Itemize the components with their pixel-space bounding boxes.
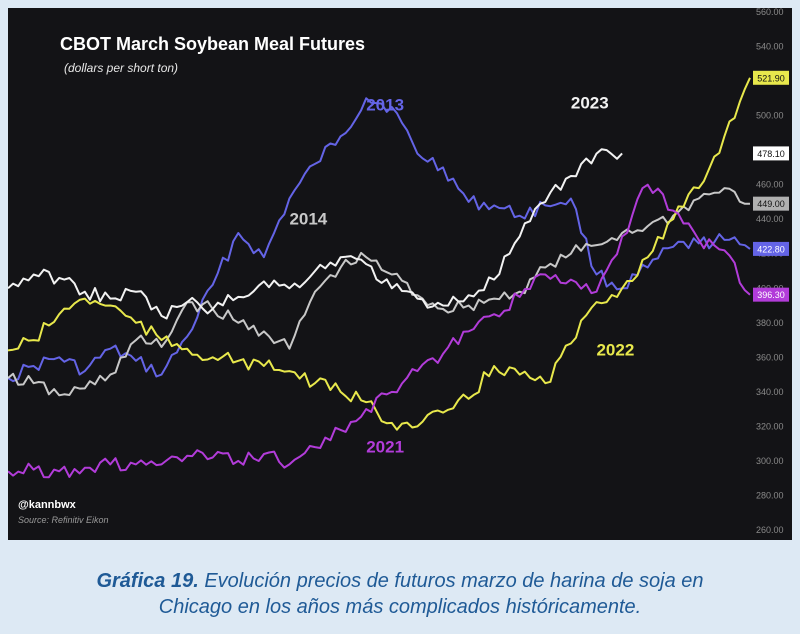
soybean-meal-chart: 260.00 280.00 300.00 320.00 340.00 360.00 380.… [8, 8, 789, 535]
end-label-2022: 521.90 [757, 73, 785, 83]
end-label-2023: 478.10 [757, 149, 785, 159]
end-label-2013: 422.80 [757, 244, 785, 254]
y-tick-label: 320.00 [756, 421, 784, 431]
caption-line-1: Gráfica 19. Evolución precios de futuros… [0, 568, 800, 594]
caption-text-1: Evolución precios de futuros marzo de ha… [204, 570, 704, 592]
end-label-2021: 396.30 [757, 290, 785, 300]
end-label-2014: 449.00 [757, 199, 785, 209]
y-tick-label: 360.00 [756, 352, 784, 362]
y-tick-label: 300.00 [756, 456, 784, 466]
series-label-2014: 2014 [289, 209, 327, 228]
chart-title: CBOT March Soybean Meal Futures [60, 34, 365, 54]
y-tick-label: 460.00 [756, 180, 784, 190]
series-line-2021 [8, 183, 751, 479]
series-label-2021: 2021 [366, 437, 404, 456]
y-tick-label: 260.00 [756, 525, 784, 535]
end-label-box-2014 [753, 196, 789, 211]
end-label-box-2013 [753, 241, 789, 256]
y-tick-label: 380.00 [756, 318, 784, 328]
y-tick-label: 540.00 [756, 42, 784, 52]
series-label-2022: 2022 [596, 341, 634, 360]
series-line-2022 [8, 77, 751, 431]
end-label-box-2022 [753, 70, 789, 85]
end-label-box-2021 [753, 287, 789, 302]
series-label-2013: 2013 [366, 95, 404, 114]
watermark-handle: @kannbwx [18, 499, 77, 511]
caption-lead: Gráfica 19. [96, 570, 199, 592]
series-label-2023: 2023 [571, 94, 609, 113]
series-line-2014 [8, 187, 751, 397]
y-tick-label: 500.00 [756, 111, 784, 121]
caption-text-2: Chicago en los años más complicados hist… [158, 596, 642, 618]
chart-panel: 260.00 280.00 300.00 320.00 340.00 360.00 380.… [8, 8, 792, 540]
y-tick-label: 440.00 [756, 214, 784, 224]
end-label-box-2023 [753, 146, 789, 161]
y-tick-label: 280.00 [756, 490, 784, 500]
series-line-2013 [8, 97, 751, 383]
source-note: Source: Refinitiv Eikon [18, 515, 109, 525]
y-tick-label: 340.00 [756, 387, 784, 397]
chart-subtitle: (dollars per short ton) [64, 61, 178, 75]
y-tick-label: 560.00 [756, 8, 784, 17]
series-line-2023 [8, 148, 623, 320]
figure-caption: Gráfica 19. Evolución precios de futuros… [0, 568, 800, 620]
